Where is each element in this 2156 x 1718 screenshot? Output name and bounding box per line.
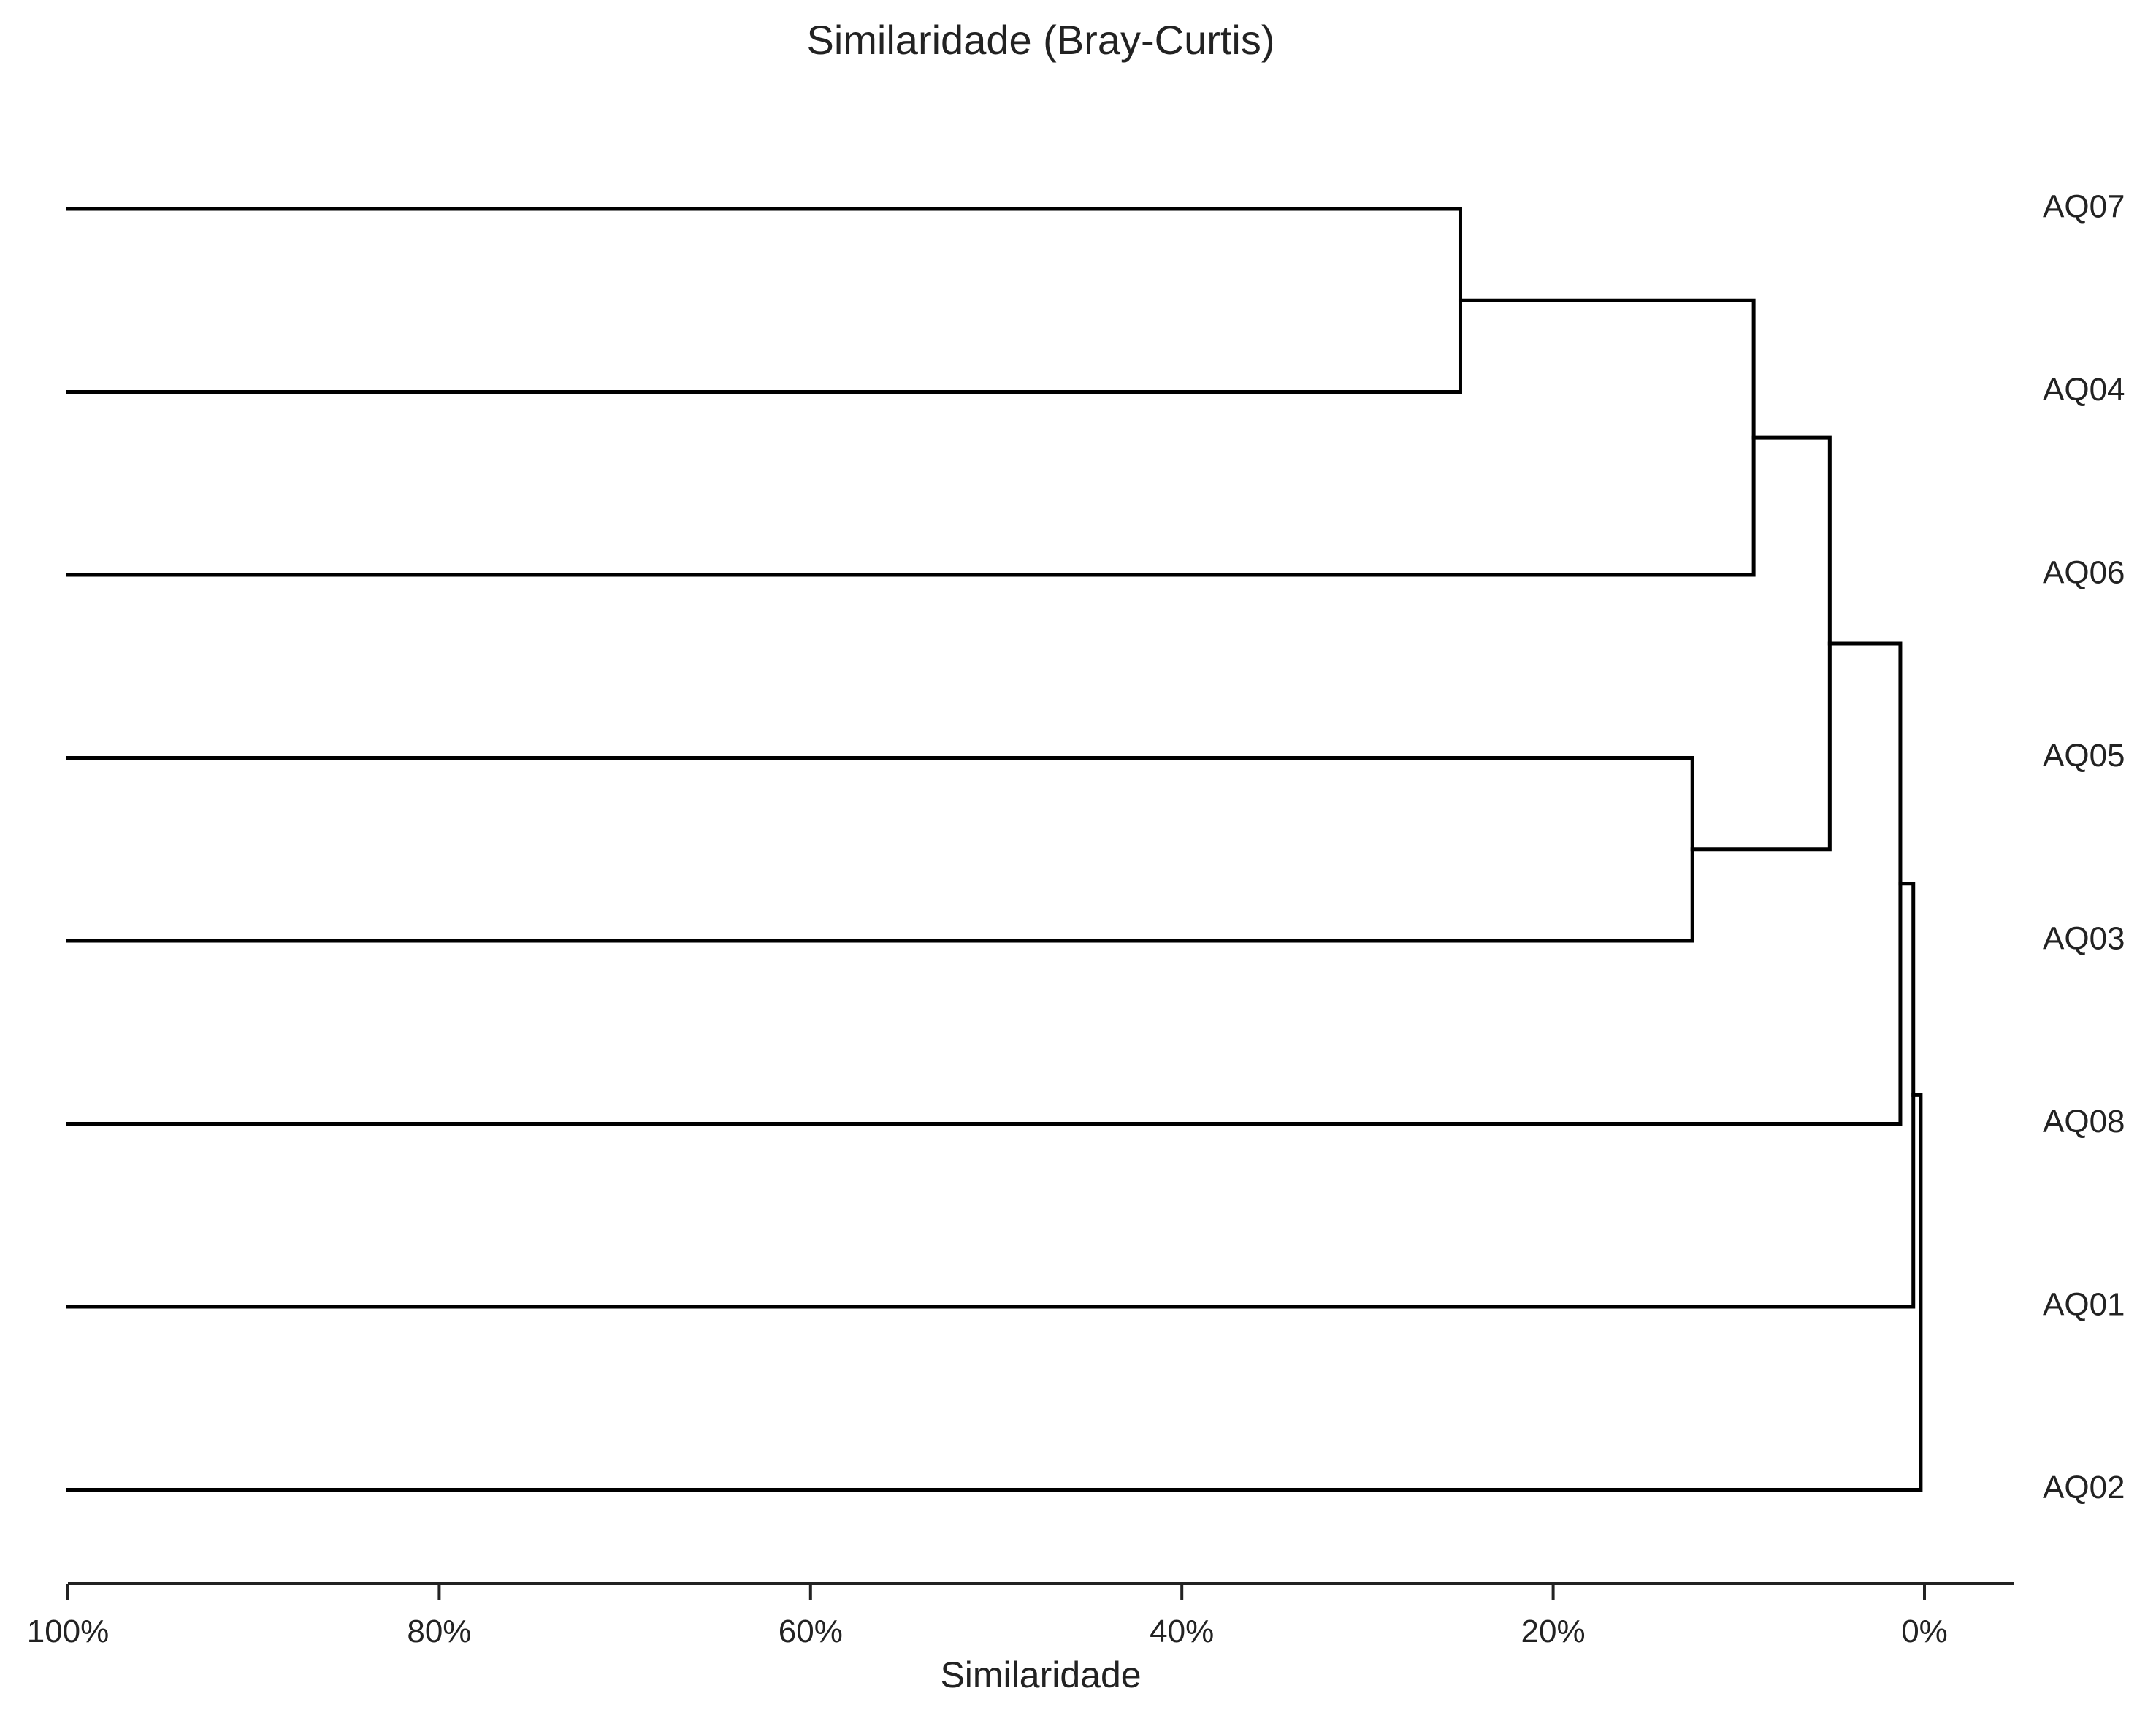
x-tick-label: 0% <box>1901 1614 1948 1649</box>
leaf-label-aq06: AQ06 <box>2043 555 2125 591</box>
leaf-label-aq01: AQ01 <box>2043 1287 2125 1323</box>
dendrogram-link-3 <box>66 756 1694 943</box>
x-tick-label: 80% <box>407 1614 471 1649</box>
x-tick-label: 100% <box>27 1614 110 1649</box>
x-axis-label: Similaridade <box>940 1654 1141 1695</box>
x-tick-label: 20% <box>1521 1614 1586 1649</box>
dendrogram-link-7 <box>66 1093 1923 1492</box>
leaf-label-aq04: AQ04 <box>2043 372 2125 408</box>
dendrogram-link-1 <box>66 207 1462 394</box>
leaf-label-aq05: AQ05 <box>2043 738 2125 774</box>
leaf-labels: AQ07 AQ04 AQ06 AQ05 AQ03 AQ08 AQ01 AQ02 <box>2043 189 2125 1506</box>
chart-title: Similaridade (Bray-Curtis) <box>806 17 1274 63</box>
x-tick-label: 60% <box>779 1614 843 1649</box>
dendrogram-link-4 <box>1690 435 1832 852</box>
dendrogram-link-6 <box>66 882 1916 1309</box>
dendrogram-links <box>66 207 1923 1492</box>
leaf-label-aq02: AQ02 <box>2043 1470 2125 1505</box>
x-tick-label: 40% <box>1150 1614 1214 1649</box>
leaf-label-aq07: AQ07 <box>2043 189 2125 225</box>
leaf-label-aq08: AQ08 <box>2043 1104 2125 1139</box>
dendrogram-link-2 <box>66 298 1756 577</box>
leaf-label-aq03: AQ03 <box>2043 921 2125 957</box>
x-axis: 100% 80% 60% 40% 20% 0% <box>27 1582 2014 1649</box>
dendrogram-link-5 <box>66 641 1903 1126</box>
